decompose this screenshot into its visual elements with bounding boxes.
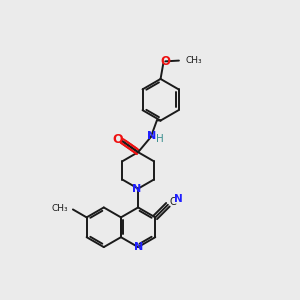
Text: O: O	[112, 133, 123, 146]
Text: N: N	[134, 242, 144, 252]
Text: N: N	[133, 184, 142, 194]
Text: N: N	[174, 194, 183, 204]
Text: O: O	[160, 55, 170, 68]
Text: N: N	[147, 131, 157, 141]
Text: C: C	[169, 197, 176, 207]
Text: CH₃: CH₃	[186, 56, 202, 65]
Text: H: H	[156, 134, 164, 144]
Text: CH₃: CH₃	[51, 204, 68, 213]
